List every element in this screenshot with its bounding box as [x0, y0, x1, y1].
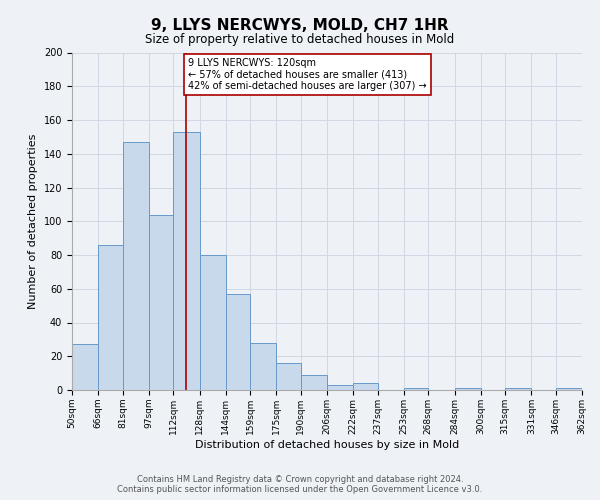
- Text: Contains HM Land Registry data © Crown copyright and database right 2024.
Contai: Contains HM Land Registry data © Crown c…: [118, 474, 482, 494]
- Bar: [505, 388, 532, 390]
- Bar: [277, 363, 301, 390]
- Bar: [149, 214, 173, 390]
- Bar: [199, 255, 226, 390]
- Bar: [250, 343, 277, 390]
- X-axis label: Distribution of detached houses by size in Mold: Distribution of detached houses by size …: [195, 440, 459, 450]
- Bar: [455, 388, 481, 390]
- Bar: [226, 294, 250, 390]
- Bar: [556, 388, 582, 390]
- Bar: [72, 344, 98, 390]
- Text: 9 LLYS NERCWYS: 120sqm
← 57% of detached houses are smaller (413)
42% of semi-de: 9 LLYS NERCWYS: 120sqm ← 57% of detached…: [188, 58, 427, 91]
- Bar: [301, 375, 327, 390]
- Text: 9, LLYS NERCWYS, MOLD, CH7 1HR: 9, LLYS NERCWYS, MOLD, CH7 1HR: [151, 18, 449, 32]
- Bar: [327, 385, 353, 390]
- Bar: [98, 245, 122, 390]
- Bar: [353, 383, 377, 390]
- Y-axis label: Number of detached properties: Number of detached properties: [28, 134, 38, 309]
- Bar: [173, 132, 199, 390]
- Text: Size of property relative to detached houses in Mold: Size of property relative to detached ho…: [145, 32, 455, 46]
- Bar: [404, 388, 428, 390]
- Bar: [122, 142, 149, 390]
